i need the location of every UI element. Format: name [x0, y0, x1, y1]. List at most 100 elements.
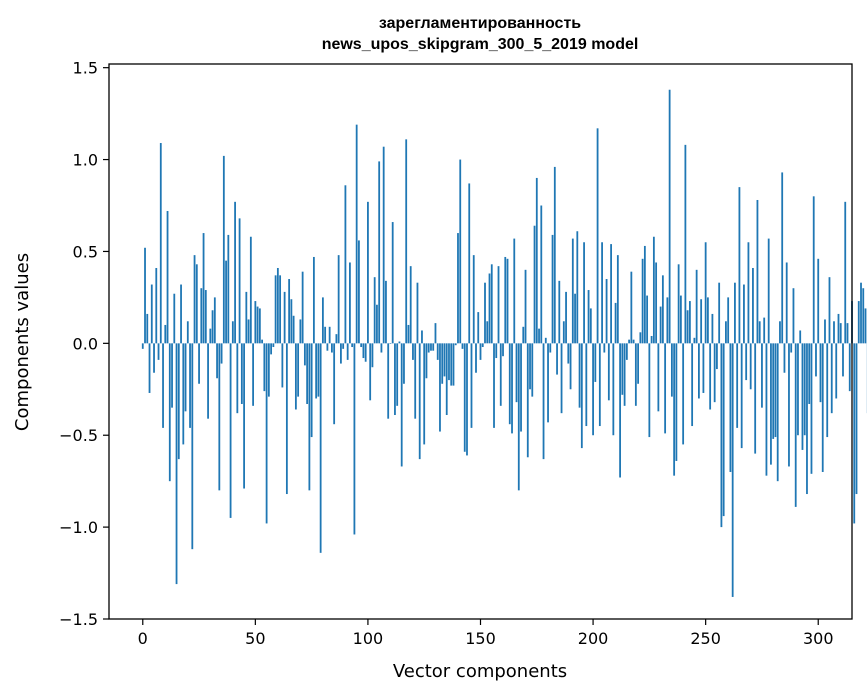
bar-157	[495, 343, 498, 359]
bar-98	[362, 343, 365, 359]
bar-239	[679, 295, 682, 344]
bar-83	[328, 326, 331, 344]
bar-92	[349, 262, 351, 344]
bar-100	[367, 201, 369, 344]
bar-14	[173, 293, 176, 344]
bar-190	[569, 343, 572, 390]
bar-283	[779, 321, 781, 344]
bar-22	[191, 343, 194, 550]
bar-319	[860, 282, 862, 344]
bar-194	[578, 343, 581, 408]
bar-89	[342, 343, 345, 349]
bar-series	[141, 89, 867, 597]
bar-200	[592, 343, 594, 436]
bar-183	[553, 166, 556, 344]
bar-27	[202, 233, 205, 344]
bar-150	[479, 343, 482, 360]
bar-91	[346, 343, 349, 360]
bar-111	[391, 222, 394, 344]
bar-204	[601, 242, 603, 344]
y-tick-label-2: −0.5	[59, 426, 98, 445]
bar-135	[445, 343, 448, 416]
bar-294	[803, 343, 806, 436]
bar-33	[216, 343, 218, 379]
bar-271	[752, 267, 754, 344]
bar-122	[416, 282, 419, 344]
bar-3	[148, 343, 151, 393]
bar-118	[407, 324, 410, 344]
bar-164	[511, 343, 513, 434]
bar-158	[497, 266, 500, 344]
bar-60	[276, 267, 279, 344]
bar-52	[258, 308, 261, 344]
bar-307	[833, 321, 835, 344]
bar-220	[637, 343, 640, 384]
bar-42	[236, 343, 239, 414]
bar-127	[427, 343, 430, 353]
bar-82	[326, 343, 329, 351]
bar-171	[526, 343, 529, 458]
y-axis-label: Components values	[12, 253, 33, 431]
bar-238	[677, 264, 680, 344]
bar-218	[632, 339, 635, 344]
bar-308	[835, 343, 838, 399]
bar-84	[331, 343, 333, 353]
bar-121	[414, 343, 417, 419]
bar-73	[306, 343, 309, 404]
bar-40	[231, 321, 234, 344]
bar-184	[556, 343, 558, 375]
bar-259	[725, 321, 727, 344]
bar-257	[720, 343, 723, 528]
bar-297	[810, 343, 813, 474]
bar-17	[180, 284, 182, 344]
bar-138	[452, 343, 455, 386]
bar-210	[614, 302, 617, 344]
bar-174	[533, 225, 536, 344]
bar-247	[698, 343, 700, 399]
bar-260	[727, 297, 730, 344]
bar-152	[484, 282, 486, 344]
bar-37	[225, 260, 227, 344]
bar-276	[763, 317, 766, 344]
bar-43	[238, 218, 241, 344]
bar-116	[403, 343, 405, 384]
bar-151	[481, 343, 484, 348]
bar-193	[576, 231, 579, 344]
bar-195	[580, 343, 583, 449]
bar-63	[283, 291, 286, 344]
bar-244	[691, 343, 694, 427]
bar-302	[821, 343, 824, 472]
bar-85	[333, 343, 336, 425]
bar-62	[281, 343, 284, 388]
bar-270	[749, 343, 752, 390]
x-tick-label-0: 0	[138, 629, 148, 648]
bar-277	[765, 343, 768, 476]
bar-225	[648, 343, 651, 438]
bar-74	[308, 343, 311, 491]
bar-140	[457, 233, 459, 344]
bar-94	[353, 343, 356, 535]
bar-273	[756, 199, 759, 344]
bar-196	[583, 242, 585, 344]
bar-185	[558, 280, 561, 344]
bar-166	[515, 343, 518, 403]
bar-54	[263, 343, 266, 392]
bar-126	[425, 343, 428, 379]
bar-180	[547, 343, 549, 423]
bar-156	[493, 343, 495, 428]
chart-title-line-1: зарегламентированность	[379, 15, 581, 32]
bar-129	[432, 343, 435, 351]
bar-256	[718, 282, 721, 344]
bar-306	[830, 343, 833, 414]
bar-20	[186, 321, 189, 344]
bar-66	[290, 299, 293, 344]
bar-299	[815, 343, 817, 377]
x-tick-label-300: 300	[803, 629, 834, 648]
bar-278	[767, 238, 770, 344]
bar-209	[612, 343, 615, 436]
bar-227	[652, 236, 655, 344]
bar-305	[828, 277, 831, 344]
bar-230	[659, 306, 662, 344]
bar-19	[184, 343, 187, 412]
x-tick-label-200: 200	[578, 629, 609, 648]
